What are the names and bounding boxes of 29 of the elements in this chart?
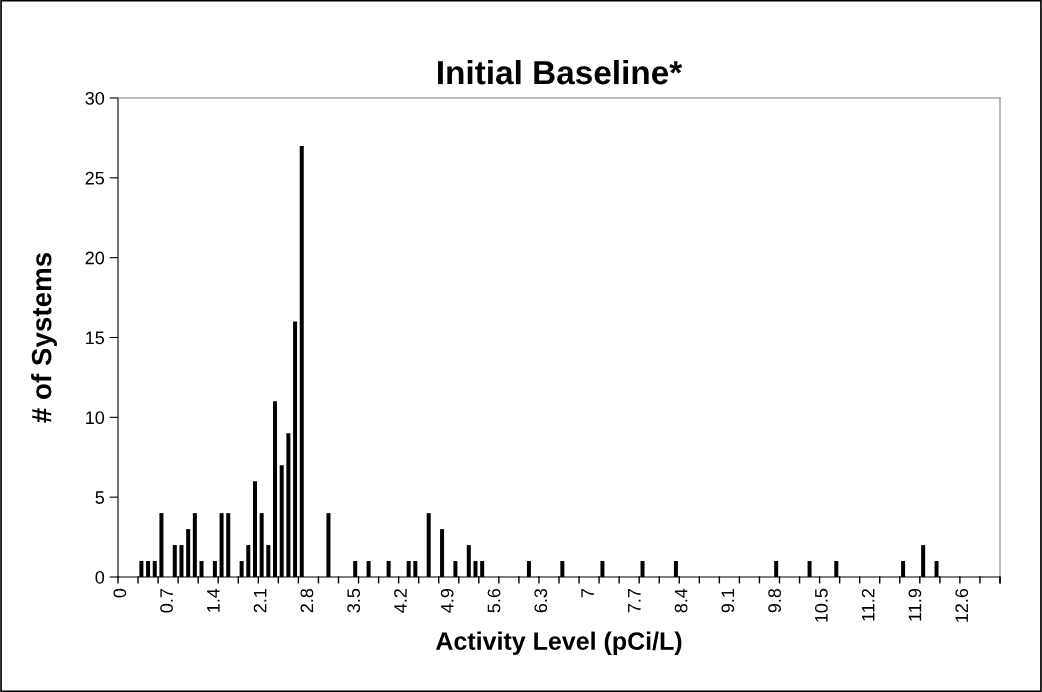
x-tick-label: 4.2 bbox=[394, 589, 407, 613]
x-tick-label: 1.4 bbox=[207, 588, 220, 612]
x-tick-label: 3.5 bbox=[347, 588, 361, 613]
x-tick-label: 2.8 bbox=[300, 588, 314, 613]
x-tick-label: 9.1 bbox=[721, 588, 735, 613]
x-tick-label: 0.7 bbox=[160, 589, 173, 613]
y-tick-label: 5 bbox=[95, 491, 105, 504]
y-tick-label: 0 bbox=[95, 570, 105, 584]
y-tick-label: 20 bbox=[85, 251, 105, 265]
x-tick-label: 5.6 bbox=[487, 588, 501, 613]
x-tick-label: 2.1 bbox=[253, 588, 267, 613]
x-tick-label: 11.2 bbox=[861, 589, 875, 621]
x-tick-label: 10.5 bbox=[814, 588, 828, 622]
x-tick-label: 4.9 bbox=[440, 588, 454, 613]
y-tick-label: 10 bbox=[86, 411, 105, 425]
x-tick-label: 9.8 bbox=[768, 588, 782, 613]
y-axis-title: # of Systems bbox=[31, 252, 57, 423]
x-tick-label: 7 bbox=[581, 589, 594, 598]
y-tick-label: 25 bbox=[85, 171, 105, 185]
x-tick-label: 12.6 bbox=[955, 588, 969, 622]
y-tick-label: 15 bbox=[86, 331, 105, 345]
x-tick-label: 7.7 bbox=[628, 589, 641, 613]
chart-title: Initial Baseline* bbox=[438, 59, 683, 85]
x-tick-label: 11.9 bbox=[908, 588, 922, 621]
x-tick-label: 6.3 bbox=[534, 588, 548, 613]
y-tick-label: 30 bbox=[85, 91, 105, 105]
x-axis-title: Activity Level (pCi/L) bbox=[436, 631, 682, 655]
x-tick-label: 8.4 bbox=[674, 588, 688, 613]
x-tick-label: 0 bbox=[113, 588, 127, 598]
